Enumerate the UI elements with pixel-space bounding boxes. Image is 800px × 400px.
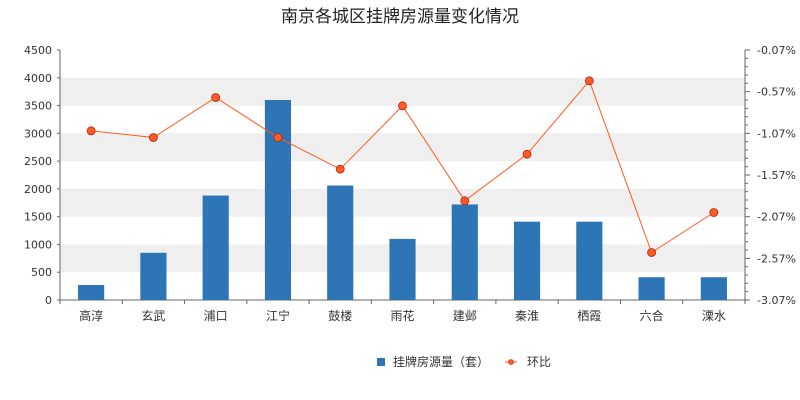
bar: [389, 238, 416, 300]
line-point: [647, 248, 656, 257]
line-point: [273, 133, 283, 142]
line-point: [709, 208, 719, 217]
bar: [513, 221, 541, 300]
bar: [202, 195, 229, 300]
x-category-label: 建邺: [453, 309, 477, 323]
tick-labels: 0 500 1000 1500 2000 2500 3000 3500 4000 4500 -0.0…: [24, 44, 796, 323]
y-right-tick-label: -1.57%: [757, 169, 796, 182]
y-left-tick-label: 1000: [24, 238, 52, 251]
x-category-label: 高淳: [79, 308, 103, 323]
bar: [451, 204, 478, 300]
bar: [78, 285, 105, 300]
y-left-tick-label: 500: [31, 266, 52, 279]
y-left-tick-label: 2000: [24, 183, 52, 196]
y-left-tick-label: 3500: [24, 100, 52, 113]
y-left-tick-label: 4000: [24, 72, 52, 85]
x-category-label: 雨花: [390, 308, 414, 323]
legend-label-bar: 挂牌房源量（套）: [393, 354, 489, 369]
grid-band: [60, 133, 745, 162]
line-point: [335, 164, 345, 174]
x-category-label: 鼓楼: [328, 308, 352, 323]
x-category-label: 秦淮: [515, 309, 539, 323]
y-right-tick-label: -2.07%: [757, 211, 796, 224]
line-point: [522, 149, 532, 159]
line-point: [211, 93, 221, 102]
y-right-tick-label: -0.57%: [757, 86, 796, 99]
bar: [140, 252, 167, 300]
y-right-tick-label: -2.57%: [757, 252, 796, 265]
bar: [576, 221, 603, 300]
chart-title: 南京各城区挂牌房源量变化情况: [281, 7, 519, 27]
legend-swatch-bar: [377, 358, 385, 366]
bar: [327, 185, 354, 300]
line-point: [584, 76, 594, 86]
x-category-label: 溧水: [702, 309, 726, 323]
x-category-label: 浦口: [204, 309, 228, 323]
legend-label-line: 环比: [527, 355, 551, 369]
legend: 挂牌房源量（套） 环比: [377, 354, 551, 369]
line-point: [149, 133, 158, 142]
x-category-label: 玄武: [141, 308, 165, 323]
y-left-tick-label: 1500: [24, 211, 52, 224]
grid-band: [60, 188, 745, 217]
y-right-tick-label: -0.07%: [757, 44, 796, 57]
grid-band: [60, 77, 745, 106]
x-category-label: 江宁: [266, 308, 290, 323]
y-right-tick-label: -1.07%: [757, 127, 796, 140]
bar: [264, 100, 292, 300]
bar: [638, 277, 665, 300]
y-left-tick-label: 2500: [24, 155, 52, 168]
y-left-tick-label: 0: [45, 294, 52, 307]
legend-swatch-marker: [508, 359, 514, 365]
y-left-tick-label: 4500: [24, 44, 52, 57]
line-point: [398, 101, 407, 111]
bar: [700, 277, 727, 300]
x-category-label: 栖霞: [577, 308, 601, 323]
line-point: [86, 126, 96, 136]
line-series: [86, 76, 719, 257]
x-category-label: 六合: [640, 308, 664, 323]
line-point: [460, 196, 470, 206]
y-right-tick-label: -3.07%: [757, 294, 796, 307]
y-left-tick-label: 3000: [24, 127, 52, 140]
